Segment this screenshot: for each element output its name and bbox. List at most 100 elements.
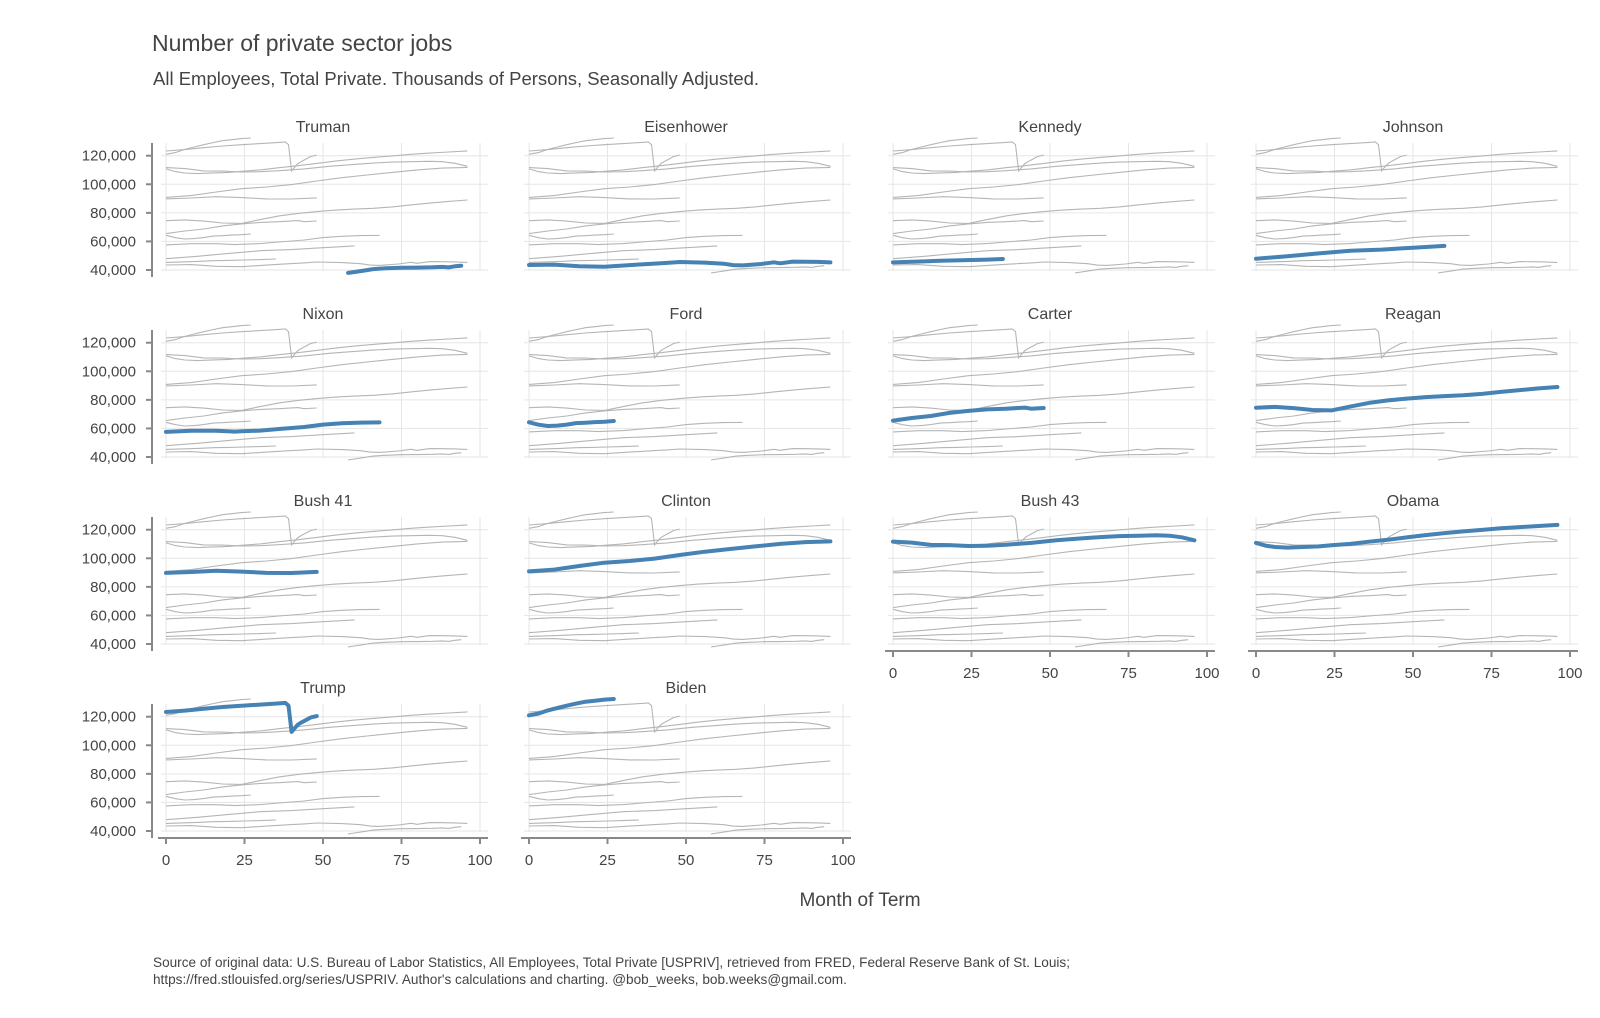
ghost-line-bush-41 — [165, 383, 317, 387]
ghost-line-nixon — [528, 421, 743, 433]
ghost-line-biden — [165, 324, 251, 342]
ghost-line-reagan — [165, 760, 468, 785]
series-line-ford — [527, 419, 616, 428]
ghost-line-nixon — [528, 795, 743, 807]
ghost-line-reagan — [528, 199, 831, 224]
ghost-line-truman — [711, 639, 825, 648]
x-tick-label: 50 — [678, 852, 695, 869]
y-tick-label: 60,000 — [90, 794, 136, 811]
y-tick-label: 120,000 — [82, 522, 136, 539]
ghost-line-clinton — [892, 353, 1195, 385]
ghost-line-clinton — [528, 353, 831, 385]
panel-reagan: Reagan — [1251, 306, 1578, 461]
y-tick-label: 60,000 — [90, 607, 136, 624]
ghost-line-trump — [165, 515, 317, 547]
ghost-line-trump — [528, 702, 680, 734]
panel-title-obama: Obama — [1387, 493, 1440, 510]
ghost-line-bush-43 — [1255, 160, 1558, 173]
y-tick-label: 100,000 — [82, 550, 136, 567]
y-tick-label: 60,000 — [90, 420, 136, 437]
ghost-line-bush-43 — [165, 721, 468, 734]
panel-title-bush-43: Bush 43 — [1021, 493, 1080, 510]
ghost-line-eisenhower — [1255, 448, 1558, 455]
ghost-line-obama — [165, 524, 468, 549]
ghost-line-bush-41 — [892, 196, 1044, 200]
ghost-line-johnson — [892, 619, 1082, 634]
ghost-line-trump — [528, 515, 680, 547]
ghost-line-carter — [528, 781, 680, 796]
x-tick-label: 100 — [1557, 665, 1582, 682]
ghost-line-ford — [165, 420, 251, 427]
ghost-line-bush-41 — [165, 757, 317, 761]
ghost-line-clinton — [1255, 540, 1558, 572]
ghost-line-biden — [1255, 137, 1341, 155]
ghost-line-obama — [1255, 150, 1558, 175]
ghost-line-trump — [1255, 141, 1407, 173]
ghost-line-trump — [1255, 515, 1407, 547]
ghost-line-truman — [1438, 639, 1552, 648]
ghost-line-nixon — [1255, 608, 1470, 620]
panel-johnson: Johnson — [1251, 119, 1578, 274]
ghost-line-obama — [892, 524, 1195, 549]
x-tick-label: 100 — [830, 852, 855, 869]
y-tick-label: 40,000 — [90, 262, 136, 279]
ghost-line-bush-41 — [528, 383, 680, 387]
ghost-line-carter — [528, 407, 680, 422]
ghost-line-bush-43 — [528, 160, 831, 173]
series-line-reagan — [1254, 385, 1560, 413]
x-tick-label: 25 — [236, 852, 253, 869]
ghost-line-reagan — [1255, 199, 1558, 224]
ghost-line-bush-43 — [528, 534, 831, 547]
ghost-line-eisenhower — [528, 822, 831, 829]
series-line-johnson — [1254, 243, 1447, 261]
ghost-line-carter — [1255, 220, 1407, 235]
ghost-line-clinton — [892, 166, 1195, 198]
ghost-line-biden — [528, 137, 614, 155]
panel-carter: Carter — [888, 306, 1215, 461]
ghost-line-kennedy — [165, 445, 276, 450]
ghost-line-biden — [892, 324, 978, 342]
panel-kennedy: Kennedy — [888, 119, 1215, 274]
x-tick-label: 25 — [963, 665, 980, 682]
y-tick-label: 100,000 — [82, 363, 136, 380]
source-caption-line-2: https://fred.stlouisfed.org/series/USPRI… — [153, 972, 847, 987]
ghost-line-eisenhower — [1255, 635, 1558, 642]
source-caption-line-1: Source of original data: U.S. Bureau of … — [153, 955, 1070, 970]
panel-truman: Truman 40,000 60,000 80,000 100,000 120,000 — [82, 119, 488, 279]
ghost-line-clinton — [528, 727, 831, 759]
ghost-line-obama — [892, 150, 1195, 175]
ghost-line-biden — [528, 511, 614, 529]
ghost-line-reagan — [1255, 573, 1558, 598]
ghost-line-biden — [892, 511, 978, 529]
ghost-line-truman — [711, 452, 825, 461]
ghost-line-reagan — [165, 199, 468, 224]
ghost-line-bush-43 — [165, 534, 468, 547]
x-tick-label: 0 — [889, 665, 897, 682]
ghost-line-nixon — [892, 608, 1107, 620]
ghost-line-carter — [528, 220, 680, 235]
ghost-line-reagan — [892, 386, 1195, 411]
ghost-line-bush-41 — [1255, 383, 1407, 387]
panel-bush-41: Bush 41 40,000 60,000 80,000 100,000 120,000 — [82, 493, 488, 653]
y-tick-label: 80,000 — [90, 579, 136, 596]
ghost-line-johnson — [165, 245, 355, 260]
series-line-bush-41 — [164, 568, 319, 575]
ghost-line-trump — [165, 141, 317, 173]
ghost-line-bush-43 — [165, 160, 468, 173]
ghost-line-bush-43 — [528, 721, 831, 734]
panel-obama: Obama 0 25 50 75 100 — [1248, 493, 1583, 682]
ghost-line-biden — [892, 137, 978, 155]
ghost-line-ford — [165, 607, 251, 614]
x-tick-label: 25 — [599, 852, 616, 869]
ghost-line-truman — [348, 826, 462, 835]
ghost-line-kennedy — [165, 632, 276, 637]
y-tick-label: 80,000 — [90, 766, 136, 783]
ghost-line-ford — [528, 233, 614, 240]
ghost-line-nixon — [1255, 421, 1470, 433]
ghost-line-johnson — [165, 619, 355, 634]
series-line-eisenhower — [527, 259, 833, 269]
panel-title-johnson: Johnson — [1383, 119, 1444, 136]
ghost-line-bush-43 — [892, 347, 1195, 360]
ghost-line-carter — [1255, 594, 1407, 609]
